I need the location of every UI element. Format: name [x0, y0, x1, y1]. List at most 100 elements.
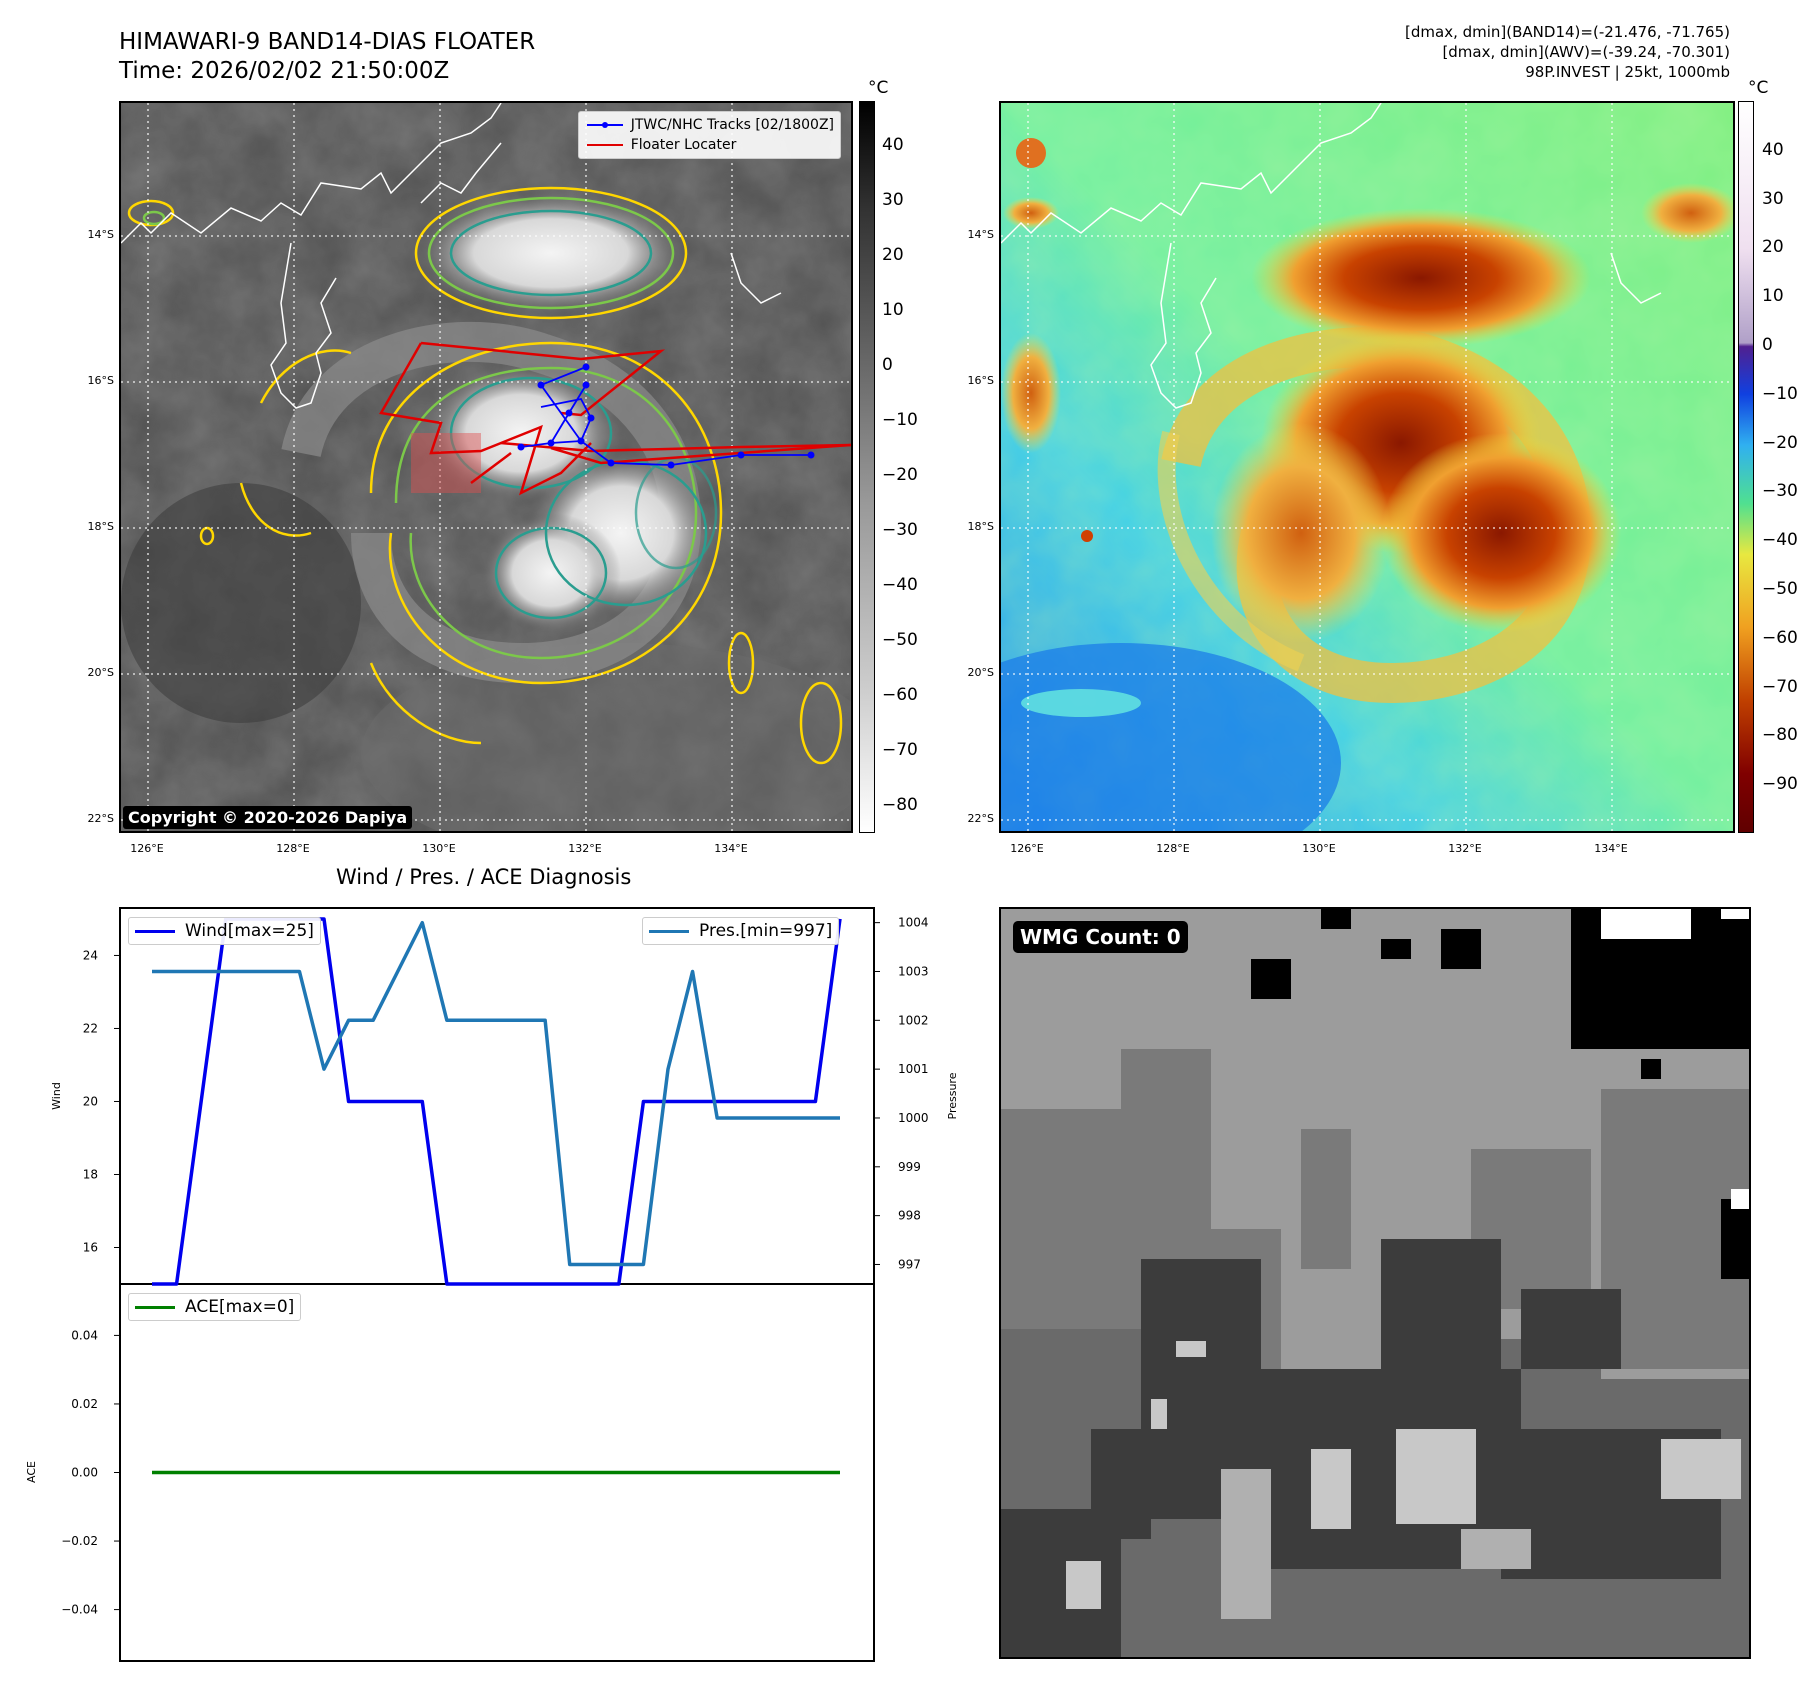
- legend-wind: Wind[max=25]: [128, 917, 321, 945]
- wmg-panel: WMG Count: 0: [999, 907, 1751, 1659]
- diagnosis-title: Wind / Pres. / ACE Diagnosis: [336, 865, 632, 889]
- legend-wind-label: Wind[max=25]: [185, 921, 314, 941]
- legend-ace-label: ACE[max=0]: [185, 1297, 295, 1317]
- lon-tick-label: 130°E: [422, 842, 456, 855]
- pressure-tick-label: 1002: [898, 1013, 929, 1027]
- lat-tick-label: 20°S: [967, 666, 994, 679]
- colorbar-tick-label: −70: [882, 740, 918, 761]
- colorbar-left: [859, 101, 875, 833]
- lat-tick-label: 16°S: [87, 374, 114, 387]
- colorbar-tick-label: −40: [882, 575, 918, 596]
- colorbar-tick-label: −40: [1762, 530, 1798, 551]
- legend-tracks-label: JTWC/NHC Tracks [02/1800Z]: [630, 117, 834, 133]
- colorbar-tick-label: 20: [1762, 237, 1784, 258]
- colorbar-tick-label: −30: [882, 520, 918, 541]
- lon-tick-label: 132°E: [568, 842, 602, 855]
- colorbar-tick-label: 40: [1762, 139, 1784, 160]
- colorbar-tick-label: −50: [882, 630, 918, 651]
- wmg-image: [1001, 909, 1749, 1657]
- colorbar-tick-label: −70: [1762, 676, 1798, 697]
- pressure-tick-label: 1001: [898, 1062, 929, 1076]
- colorbar-tick-label: −20: [882, 465, 918, 486]
- ace-tick-label: 0.04: [71, 1328, 98, 1342]
- wind-tick-label: 18: [83, 1167, 98, 1181]
- colorbar-tick-label: −80: [882, 795, 918, 816]
- awv-map-image: [1001, 103, 1733, 831]
- legend-ace-swatch: [135, 1305, 175, 1309]
- colorbar-right: [1738, 101, 1754, 833]
- info-awv: [dmax, dmin](AWV)=(-39.24, -70.301): [1442, 43, 1730, 61]
- colorbar-tick-label: −80: [1762, 725, 1798, 746]
- legend-floater-label: Floater Locater: [630, 137, 737, 153]
- colorbar-left-unit: °C: [868, 78, 889, 98]
- lon-tick-label: 128°E: [276, 842, 310, 855]
- colorbar-tick-label: −10: [1762, 383, 1798, 404]
- colorbar-tick-label: −90: [1762, 774, 1798, 795]
- colorbar-tick-label: 0: [1762, 335, 1773, 355]
- legend-pressure-label: Pres.[min=997]: [699, 921, 833, 941]
- colorbar-tick-label: 10: [882, 300, 904, 321]
- pressure-tick-label: 998: [898, 1209, 921, 1223]
- pressure-tick-label: 1003: [898, 964, 929, 978]
- ace-tick-label: 0.02: [71, 1397, 98, 1411]
- ace-tick-label: −0.04: [61, 1603, 98, 1617]
- chart-title: HIMAWARI-9 BAND14-DIAS FLOATER: [119, 29, 536, 55]
- pressure-tick-label: 1004: [898, 916, 929, 930]
- pressure-axis-label: Pressure: [946, 1072, 959, 1119]
- ace-axis-label: ACE: [25, 1461, 38, 1483]
- wind-tick-label: 24: [83, 948, 98, 962]
- legend-tracks: JTWC/NHC Tracks [02/1800Z]: [585, 115, 834, 135]
- info-storm: 98P.INVEST | 25kt, 1000mb: [1525, 63, 1730, 81]
- ace-tick-label: 0.00: [71, 1466, 98, 1480]
- colorbar-tick-label: −20: [1762, 432, 1798, 453]
- copyright-badge: Copyright © 2020-2026 Dapiya: [123, 806, 413, 829]
- lat-tick-label: 22°S: [967, 812, 994, 825]
- lon-tick-label: 134°E: [1594, 842, 1628, 855]
- lat-tick-label: 20°S: [87, 666, 114, 679]
- colorbar-tick-label: −60: [882, 685, 918, 706]
- lat-tick-label: 16°S: [967, 374, 994, 387]
- ace-tick-label: −0.02: [61, 1534, 98, 1548]
- band14-map-image: [121, 103, 851, 831]
- colorbar-tick-label: 10: [1762, 286, 1784, 307]
- wind-pressure-panel: [119, 907, 875, 1285]
- colorbar-tick-label: −30: [1762, 481, 1798, 502]
- legend-floater: Floater Locater: [585, 135, 834, 155]
- legend-tracks-swatch: [586, 122, 623, 128]
- colorbar-tick-label: 20: [882, 245, 904, 266]
- lon-tick-label: 130°E: [1302, 842, 1336, 855]
- wind-tick-label: 22: [83, 1021, 98, 1035]
- colorbar-tick-label: 0: [882, 355, 893, 376]
- lat-tick-label: 14°S: [87, 228, 114, 241]
- legend-pressure: Pres.[min=997]: [642, 917, 840, 945]
- legend-ace: ACE[max=0]: [128, 1293, 302, 1321]
- colorbar-tick-label: 30: [1762, 188, 1784, 209]
- lon-tick-label: 134°E: [714, 842, 748, 855]
- lat-tick-label: 22°S: [87, 812, 114, 825]
- pressure-tick-label: 997: [898, 1257, 921, 1271]
- legend-pressure-swatch: [649, 929, 689, 933]
- wmg-count-badge: WMG Count: 0: [1013, 921, 1188, 953]
- pressure-tick-label: 1000: [898, 1111, 929, 1125]
- lat-tick-label: 14°S: [967, 228, 994, 241]
- wind-axis-label: Wind: [50, 1082, 63, 1110]
- colorbar-right-unit: °C: [1748, 78, 1769, 98]
- lat-tick-label: 18°S: [967, 520, 994, 533]
- lon-tick-label: 126°E: [1010, 842, 1044, 855]
- colorbar-tick-label: 30: [882, 190, 904, 211]
- colorbar-tick-label: −50: [1762, 579, 1798, 599]
- lon-tick-label: 126°E: [130, 842, 164, 855]
- legend-wind-swatch: [135, 929, 175, 933]
- colorbar-tick-label: −60: [1762, 627, 1798, 648]
- map-legend: JTWC/NHC Tracks [02/1800Z] Floater Locat…: [577, 111, 841, 159]
- chart-time: Time: 2026/02/02 21:50:00Z: [119, 58, 450, 84]
- colorbar-tick-label: 40: [882, 135, 904, 156]
- pressure-series-line: [152, 920, 840, 1267]
- info-band14: [dmax, dmin](BAND14)=(-21.476, -71.765): [1405, 23, 1730, 41]
- wind-tick-label: 16: [83, 1240, 98, 1254]
- colorbar-tick-label: −10: [882, 410, 918, 431]
- band14-map: JTWC/NHC Tracks [02/1800Z] Floater Locat…: [119, 101, 853, 833]
- awv-map: [999, 101, 1735, 833]
- lon-tick-label: 128°E: [1156, 842, 1190, 855]
- pressure-tick-label: 999: [898, 1160, 921, 1174]
